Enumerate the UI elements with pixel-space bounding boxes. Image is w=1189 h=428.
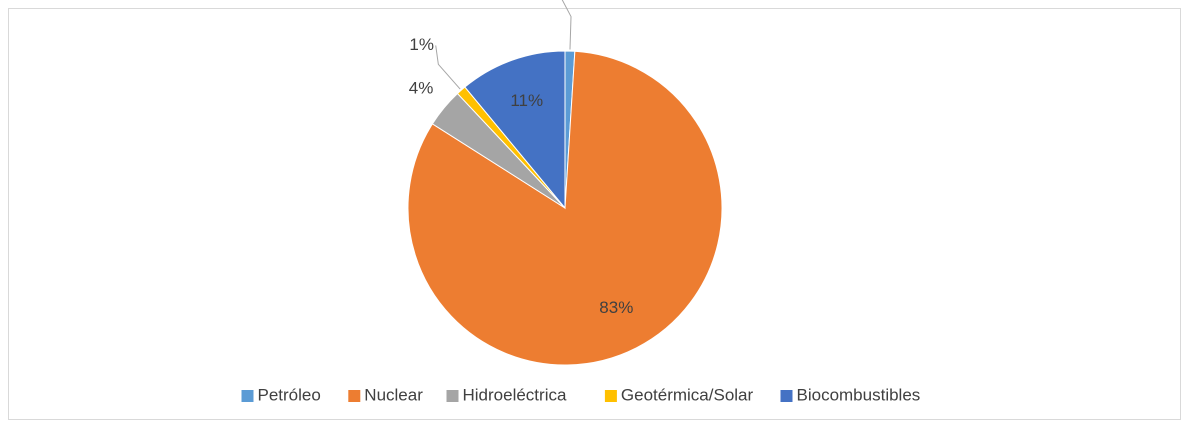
legend-label: Nuclear [364,385,423,404]
legend-swatch [446,390,459,402]
legend-swatch [780,390,793,402]
leader-line [561,0,572,50]
legend-label: Biocombustibles [797,385,921,404]
pie-slice [464,50,566,210]
data-label: 4% [409,78,434,97]
data-label: 11% [510,91,543,110]
data-label: 1% [409,35,434,54]
legend-label: Petróleo [258,385,321,404]
legend-swatch [604,390,617,402]
legend-label: Hidroeléctrica [463,385,567,404]
legend-label: Geotérmica/Solar [621,385,754,404]
leader-line [435,45,461,90]
data-label: 83% [599,298,633,317]
legend-swatch [241,390,254,402]
legend-swatch [348,390,361,402]
